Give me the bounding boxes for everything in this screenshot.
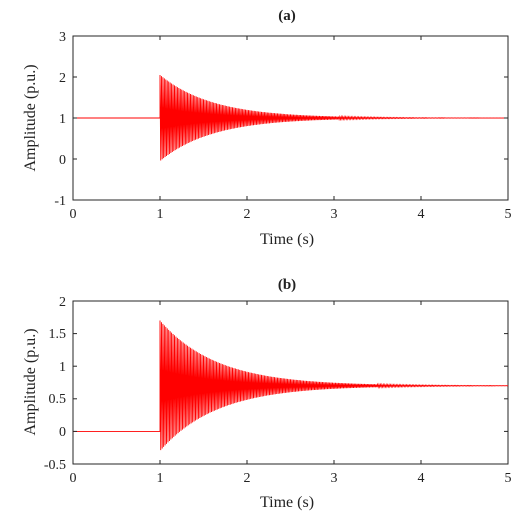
- x-tick-label: 1: [157, 471, 164, 486]
- series-line: [73, 320, 509, 451]
- y-tick-label: 1: [59, 112, 66, 127]
- x-tick-label: 2: [244, 207, 251, 222]
- y-tick-label: -1: [54, 194, 66, 209]
- chart-panel-b: (b) 0 1 2 3 4 5 -0.5 0 0.5 1 1.5 2 Time …: [22, 277, 511, 511]
- y-tick-label: 1: [59, 360, 66, 375]
- series-marks: [73, 74, 509, 161]
- x-tick-label: 4: [418, 471, 425, 486]
- x-tick-label: 4: [418, 207, 425, 222]
- y-tick-label: 0: [59, 153, 66, 168]
- y-tick-label: 3: [59, 30, 66, 45]
- x-tick-label: 3: [331, 471, 338, 486]
- x-axis-label: Time (s): [260, 231, 314, 248]
- x-tick-label: 0: [70, 471, 77, 486]
- y-axis-label: Amplitude (p.u.): [22, 64, 39, 171]
- x-tick-label: 0: [70, 207, 77, 222]
- axis-ticks: [72, 300, 509, 465]
- y-tick-label: 0.5: [49, 392, 67, 407]
- chart-panel-a: (a) 0 1 2 3 4 5 -1 0 1 2 3 Time (s) Ampl…: [22, 8, 511, 248]
- x-tick-label: 1: [157, 207, 164, 222]
- y-tick-label: 2: [59, 71, 66, 86]
- y-tick-label: 0: [59, 425, 66, 440]
- chart-title: (b): [278, 277, 296, 293]
- series-marks: [73, 320, 509, 451]
- x-axis-label: Time (s): [260, 494, 314, 511]
- x-tick-label: 3: [331, 207, 338, 222]
- x-tick-label: 5: [505, 207, 511, 222]
- y-axis-label: Amplitude (p.u.): [22, 328, 39, 435]
- y-tick-label: 2: [59, 295, 66, 310]
- axis-ticks: [72, 35, 509, 201]
- x-tick-label: 2: [244, 471, 251, 486]
- x-tick-label: 5: [505, 471, 511, 486]
- y-tick-label: 1.5: [49, 327, 67, 342]
- y-tick-label: -0.5: [44, 458, 66, 473]
- chart-title: (a): [278, 8, 296, 24]
- series-line: [73, 74, 509, 161]
